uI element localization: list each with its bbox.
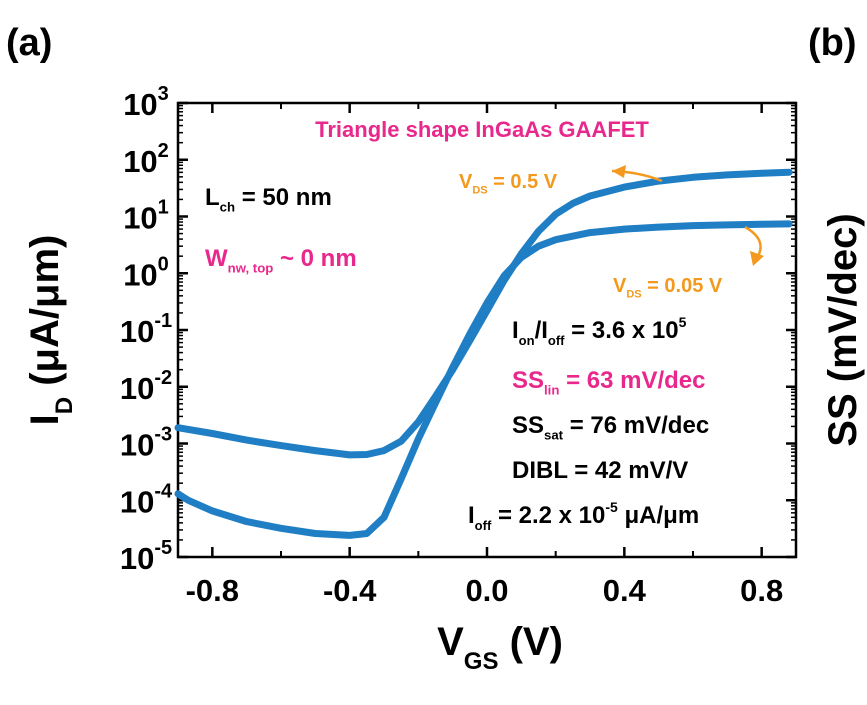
y-axis-label: ID (μA/μm)	[23, 235, 78, 426]
ion-ioff-label-part: on	[519, 333, 535, 348]
y-tick-label-part: -3	[154, 424, 172, 446]
vds-high-arrowhead	[612, 165, 626, 178]
x-tick-label-part: 0.0	[465, 573, 508, 608]
ss-sat-label: SSsat = 76 mV/dec	[512, 412, 709, 443]
lch-label-part: L	[205, 184, 220, 211]
ss-sat-label-part: sat	[544, 428, 564, 443]
wnw-label-part: nw, top	[228, 261, 274, 276]
y-tick-label: 10-3	[120, 424, 172, 463]
y-tick-label-part: 10	[120, 371, 154, 406]
y-tick-label-part: 10	[123, 144, 157, 179]
wnw-label: Wnw, top ~ 0 nm	[205, 245, 357, 276]
y-tick-label: 10-4	[120, 480, 173, 519]
y-tick-label-part: 10	[123, 257, 157, 292]
lch-label: Lch = 50 nm	[205, 184, 332, 215]
ss-lin-label-part: SS	[512, 367, 544, 394]
y-tick-label-part: -4	[154, 480, 173, 502]
ion-ioff-label-part: = 3.6 x 10	[565, 317, 679, 344]
axes-group: -0.8 -0.4 0.0 0.4 0.810310210110010-110-210-…	[23, 83, 865, 675]
chart-title: Triangle shape InGaAs GAAFET	[315, 117, 649, 142]
y-tick-label-part: 0	[158, 253, 169, 275]
ioff-label-part: off	[475, 518, 492, 533]
vds-high-label-part: DS	[472, 185, 487, 197]
x-tick-label-part: 0.8	[740, 573, 783, 608]
ioff-label-part: = 2.2 x 10	[491, 502, 605, 529]
lch-label-part: ch	[220, 200, 235, 215]
y-axis-label-part: D	[51, 397, 78, 414]
ion-ioff-label-part: 5	[679, 314, 687, 330]
x-tick-label-part: -0.8	[186, 573, 239, 608]
y-tick-label-part: -2	[154, 367, 172, 389]
wnw-label-part: ~ 0 nm	[273, 245, 356, 272]
x-axis-label-part: V	[437, 620, 464, 664]
x-tick-label: 0.8	[740, 573, 783, 608]
vds-low-label-part: = 0.05 V	[642, 275, 723, 297]
y-tick-label: 100	[123, 253, 169, 292]
vds-low-label: VDS = 0.05 V	[613, 275, 723, 301]
y-tick-label-part: -1	[154, 310, 172, 332]
ss-lin-label: SSlin = 63 mV/dec	[512, 367, 706, 398]
ion-ioff-label-part: /I	[535, 317, 548, 344]
right-axis-label-part: SS (mV/dec)	[821, 213, 865, 446]
x-tick-label: -0.4	[323, 573, 377, 608]
x-tick-label: 0.0	[465, 573, 508, 608]
lch-label-part: = 50 nm	[235, 184, 332, 211]
y-tick-label-part: 10	[120, 484, 154, 519]
ion-ioff-label-part: off	[548, 333, 565, 348]
y-tick-label-part: 3	[158, 83, 169, 105]
vds-low-label-part: DS	[626, 289, 641, 301]
chart-title-part: Triangle shape InGaAs GAAFET	[315, 117, 649, 142]
y-tick-label: 103	[123, 83, 169, 122]
vds-low-arrowhead	[750, 251, 764, 266]
panel-label-b: (b)	[808, 22, 857, 64]
y-tick-label-part: 10	[120, 541, 154, 576]
vds-high-label-part: = 0.5 V	[488, 171, 558, 193]
y-tick-label-part: -5	[154, 537, 172, 559]
panel-label-a: (a)	[6, 22, 53, 64]
series-line-2	[174, 220, 793, 539]
ioff-label: Ioff = 2.2 x 10-5 μA/μm	[468, 499, 699, 533]
ss-lin-label-part: = 63 mV/dec	[559, 367, 705, 394]
ion-ioff-label: Ion/Ioff = 3.6 x 105	[512, 314, 687, 348]
x-tick-label: 0.4	[603, 573, 647, 608]
y-axis-label-part: I	[23, 414, 67, 425]
y-tick-label-part: 2	[158, 140, 169, 162]
y-tick-label: 10-1	[120, 310, 172, 349]
x-axis-label-part: GS	[464, 648, 499, 675]
x-axis-label: VGS (V)	[437, 620, 563, 675]
dibl-label: DIBL = 42 mV/V	[512, 457, 688, 484]
y-axis-label-part: (μA/μm)	[23, 235, 67, 397]
x-tick-label: -0.8	[186, 573, 239, 608]
y-tick-label: 102	[123, 140, 169, 179]
x-tick-label-part: -0.4	[323, 573, 377, 608]
y-tick-label-part: 1	[158, 197, 169, 219]
annotations-group: Triangle shape InGaAs GAAFET Lch = 50 nm W…	[205, 117, 764, 533]
ss-lin-label-part: lin	[544, 383, 559, 398]
y-tick-label-part: 10	[120, 428, 154, 463]
ioff-label-part: -5	[605, 499, 618, 515]
ss-sat-label-part: = 76 mV/dec	[563, 412, 709, 439]
vds-high-label-part: V	[459, 171, 473, 193]
y-tick-label-part: 10	[123, 201, 157, 236]
ioff-label-part: μA/μm	[618, 502, 699, 529]
dibl-label-part: DIBL = 42 mV/V	[512, 457, 688, 484]
ion-ioff-label-part: I	[512, 317, 519, 344]
ioff-label-part: I	[468, 502, 475, 529]
y-tick-label: 101	[123, 197, 169, 236]
y-tick-label-part: 10	[120, 314, 154, 349]
curves-group	[174, 168, 793, 539]
right-axis-label: SS (mV/dec)	[821, 213, 865, 446]
vds-high-label: VDS = 0.5 V	[459, 171, 558, 197]
x-tick-label-part: 0.4	[603, 573, 647, 608]
x-axis-label-part: (V)	[498, 620, 562, 664]
ss-sat-label-part: SS	[512, 412, 544, 439]
y-tick-label: 10-2	[120, 367, 172, 406]
wnw-label-part: W	[205, 245, 228, 272]
y-tick-label-part: 10	[123, 87, 157, 122]
y-tick-label: 10-5	[120, 537, 172, 576]
vds-low-label-part: V	[613, 275, 627, 297]
